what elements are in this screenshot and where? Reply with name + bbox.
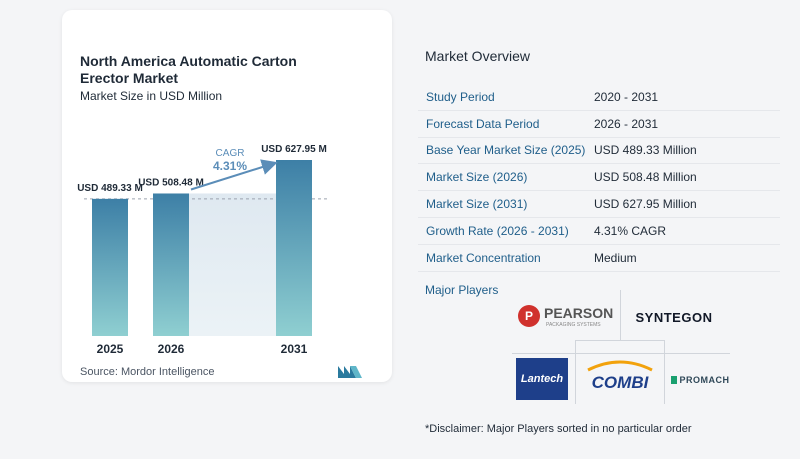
overview-table: Study Period 2020 - 2031 Forecast Data Per… — [418, 84, 780, 272]
cagr-arrow — [190, 159, 278, 191]
tick-label-2026: 2026 — [158, 342, 185, 356]
pearson-name: PEARSON — [544, 305, 613, 321]
cagr-value: 4.31% — [213, 159, 247, 173]
overview-row-value: USD 489.33 Million — [594, 143, 697, 158]
chart-subtitle: Market Size in USD Million — [80, 89, 223, 103]
overview-row: Base Year Market Size (2025) USD 489.33 M… — [418, 138, 780, 165]
overview-row: Growth Rate (2026 - 2031) 4.31% CAGR — [418, 218, 780, 245]
overview-row-label: Study Period — [426, 89, 495, 104]
tick-label-2031: 2031 — [281, 342, 308, 356]
overview-row-label: Base Year Market Size (2025) — [426, 143, 586, 158]
overview-row: Study Period 2020 - 2031 — [418, 84, 780, 111]
overview-row-value: USD 508.48 Million — [594, 170, 697, 185]
lantech-logo: Lantech — [516, 358, 568, 400]
chart-source: Source: Mordor Intelligence — [80, 366, 215, 378]
chart-title: North America Automatic Carton Erector M… — [80, 53, 297, 86]
overview-row-label: Market Concentration — [426, 250, 541, 265]
cagr-label: CAGR — [216, 148, 245, 159]
bar-2031 — [276, 160, 312, 336]
pearson-logo-icon: P PEARSON PACKAGING SYSTEMS — [518, 305, 613, 328]
syntegon-name: SYNTEGON — [635, 309, 713, 325]
overview-row: Market Size (2031) USD 627.95 Million — [418, 191, 780, 218]
promach-mark-icon — [670, 376, 677, 384]
data-label-2025: USD 489.33 M — [77, 183, 143, 194]
logo-divider — [512, 353, 730, 354]
logo-divider — [575, 340, 665, 341]
data-label-2026: USD 508.48 M — [138, 177, 204, 188]
overview-row-label: Growth Rate (2026 - 2031) — [426, 223, 569, 238]
svg-text:P: P — [525, 309, 533, 323]
combi-logo: COMBI — [580, 356, 660, 396]
disclaimer: *Disclaimer: Major Players sorted in no … — [425, 423, 692, 435]
overview-row-label: Market Size (2031) — [426, 197, 528, 212]
growth-band — [189, 193, 276, 336]
pearson-tagline: PACKAGING SYSTEMS — [546, 322, 601, 328]
lantech-name: Lantech — [520, 373, 564, 385]
overview-row-value: USD 627.95 Million — [594, 197, 697, 212]
overview-row: Forecast Data Period 2026 - 2031 — [418, 111, 780, 138]
chart-card: North America Automatic Carton Erector M… — [62, 10, 392, 382]
overview-row-label: Market Size (2026) — [426, 170, 528, 185]
bar-2026 — [153, 193, 189, 336]
promach-name: PROMACH — [679, 375, 730, 385]
logo-divider — [575, 340, 576, 404]
overview-row-label: Forecast Data Period — [426, 116, 540, 131]
players-title: Major Players — [425, 283, 499, 297]
mordor-logo-icon — [338, 366, 362, 378]
combi-logo-icon: COMBI — [587, 360, 653, 392]
bar-chart: USD 489.33 M 2025 USD 508.48 M 2026 USD 627.… — [77, 144, 327, 356]
tick-label-2025: 2025 — [97, 342, 124, 356]
combi-name: COMBI — [592, 373, 650, 392]
overview-row-value: Medium — [594, 250, 637, 265]
promach-logo: PROMACH — [668, 370, 732, 390]
logo-divider — [620, 290, 621, 340]
pearson-logo: P PEARSON PACKAGING SYSTEMS — [515, 298, 615, 334]
data-label-2031: USD 627.95 M — [261, 144, 327, 155]
overview-row: Market Concentration Medium — [418, 245, 780, 272]
overview-row-value: 2020 - 2031 — [594, 89, 659, 104]
overview-row: Market Size (2026) USD 508.48 Million — [418, 164, 780, 192]
overview-title: Market Overview — [425, 48, 531, 64]
logo-divider — [664, 340, 665, 404]
overview-row-value: 2026 - 2031 — [594, 116, 659, 131]
bar-2025 — [92, 198, 128, 336]
overview-row-value: 4.31% CAGR — [594, 223, 667, 238]
syntegon-logo: SYNTEGON — [626, 305, 722, 329]
